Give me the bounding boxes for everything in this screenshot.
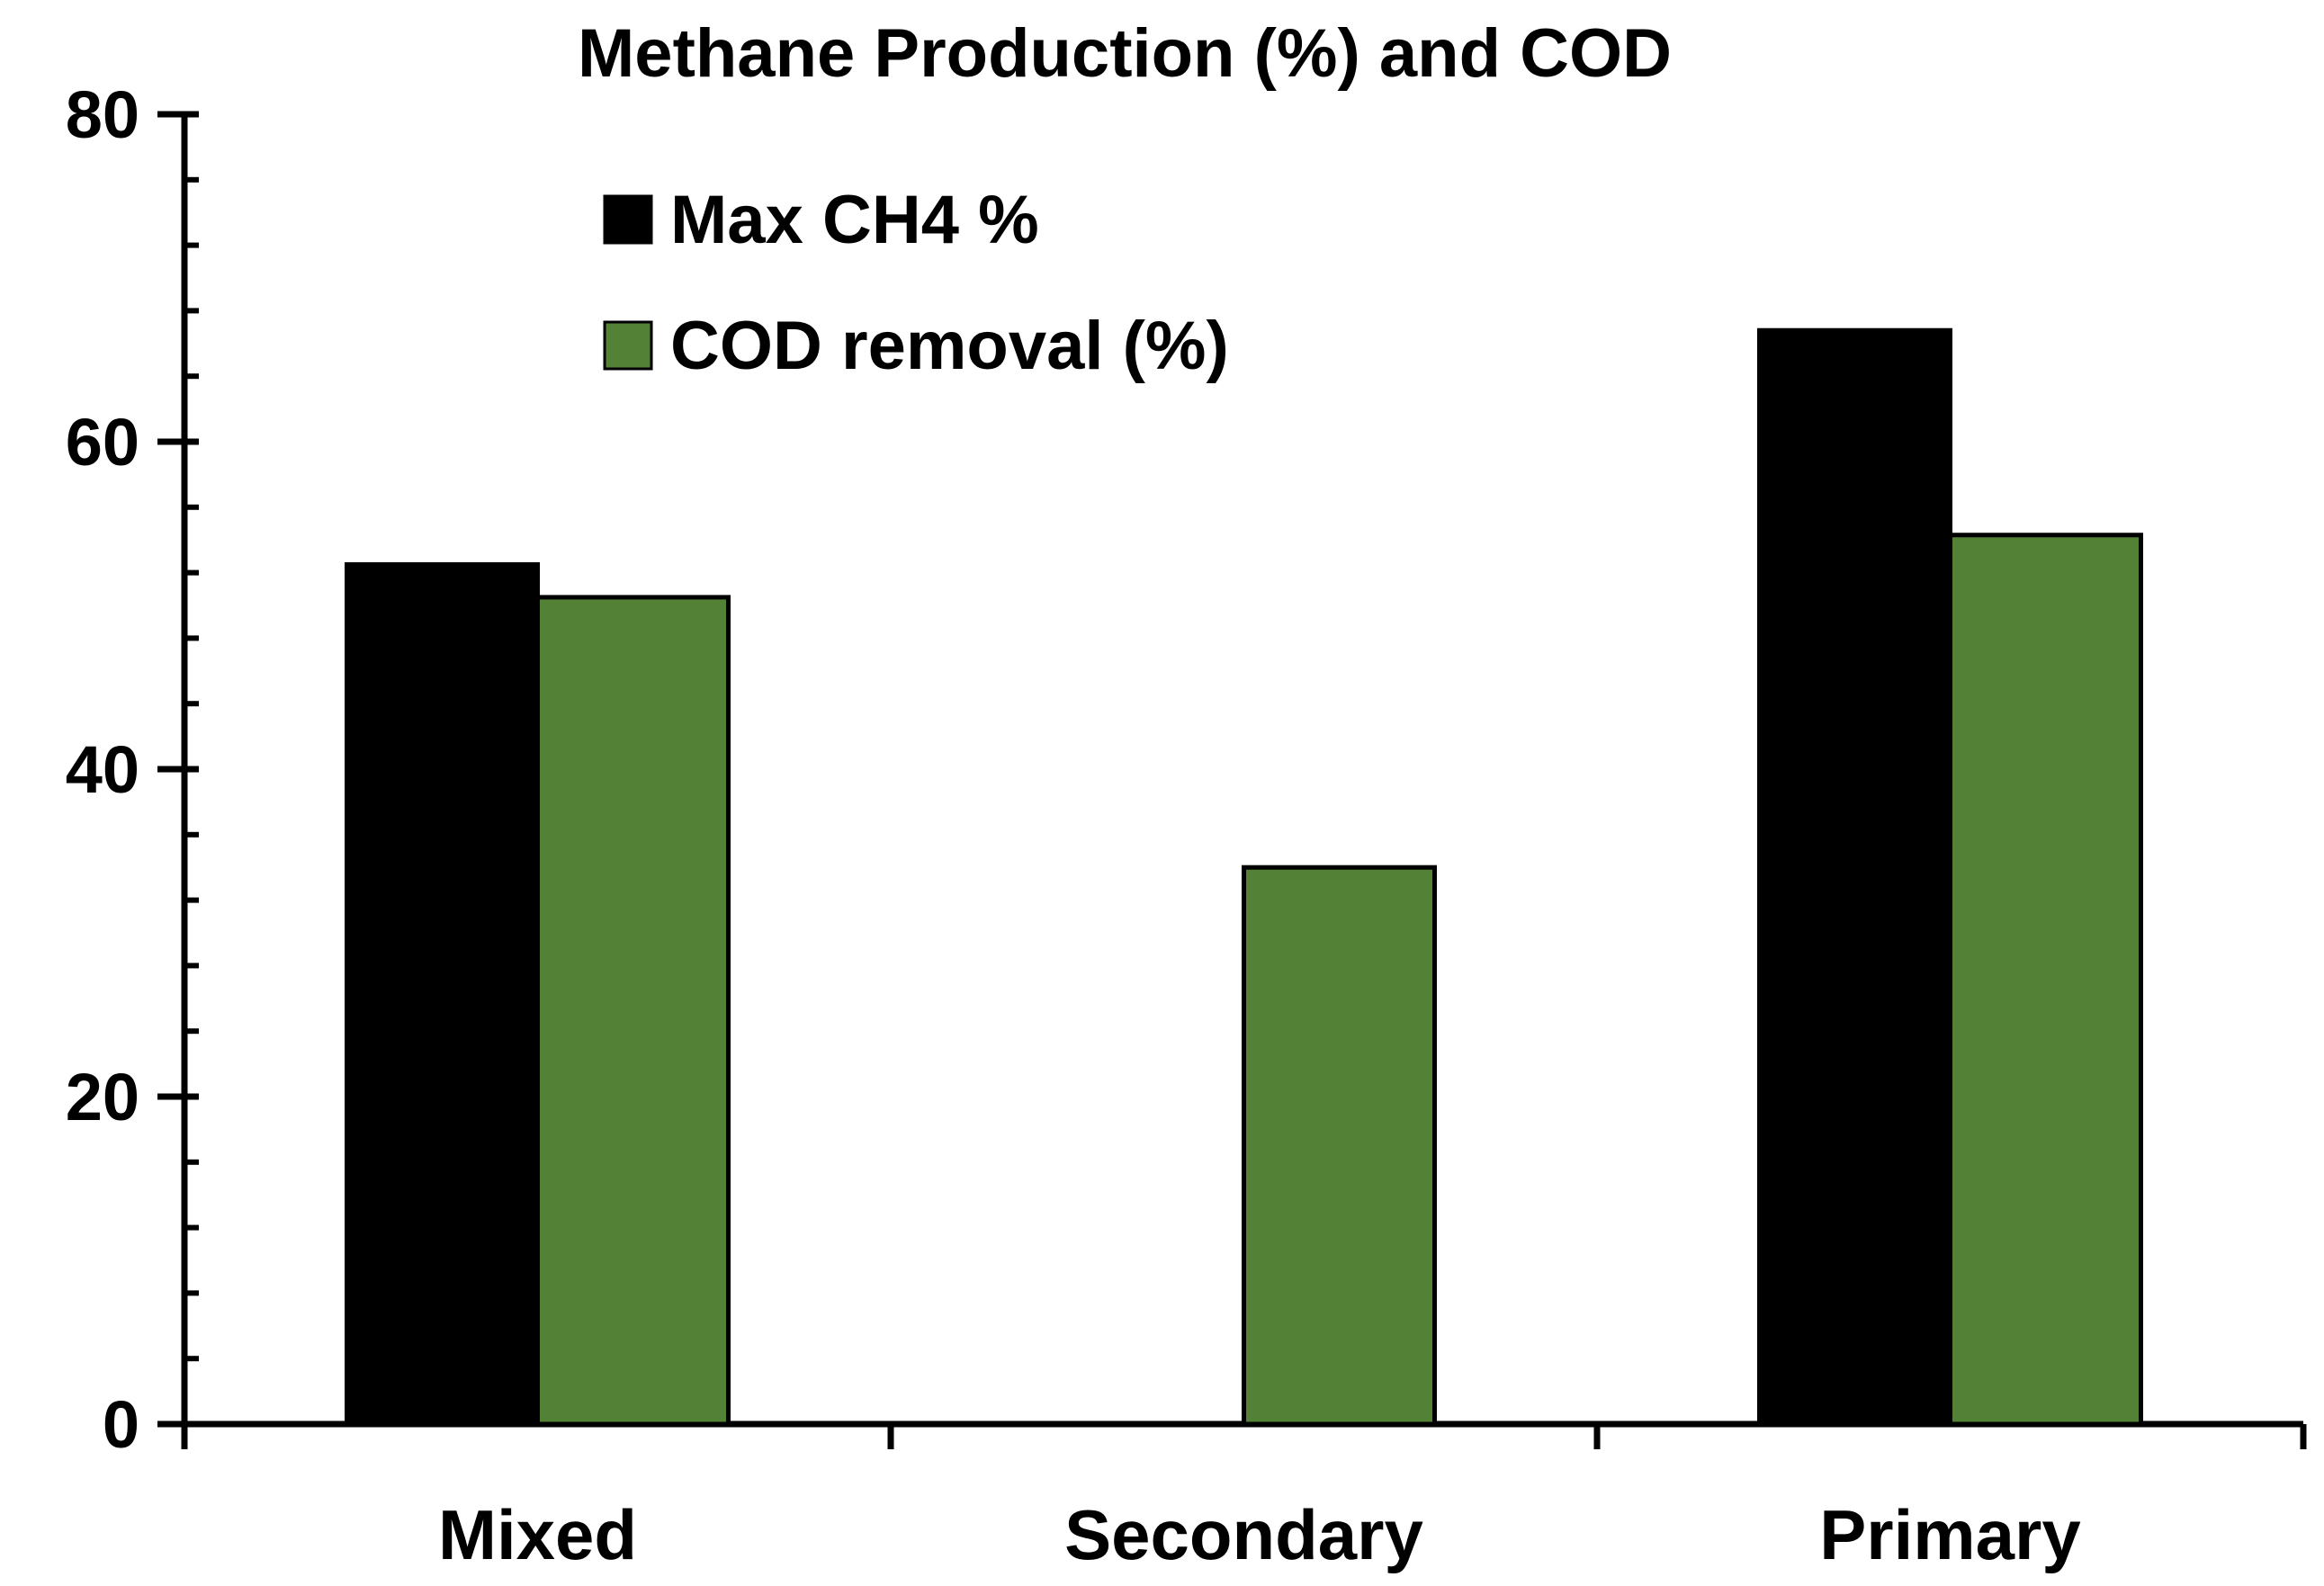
- bar-primary-max-ch4: [1757, 327, 1952, 1427]
- bars: [345, 327, 2143, 1427]
- bar-secondary-cod-removal: [1242, 865, 1437, 1427]
- y-axis: 0 20 40 60 80: [66, 77, 199, 1462]
- x-category-label-primary: Primary: [1819, 1495, 2081, 1574]
- legend: Max CH4 % COD removal (%): [603, 182, 1229, 384]
- legend-swatch-max-ch4: [603, 194, 653, 245]
- x-category-label-mixed: Mixed: [438, 1495, 637, 1574]
- x-category-label-secondary: Secondary: [1064, 1495, 1423, 1574]
- legend-label-max-ch4: Max CH4 %: [670, 182, 1039, 258]
- bar-mixed-max-ch4: [345, 562, 540, 1427]
- y-tick-label: 20: [66, 1060, 139, 1134]
- x-axis: Mixed Secondary Primary: [181, 1420, 2307, 1574]
- legend-label-cod-removal: COD removal (%): [670, 308, 1229, 384]
- y-tick-label: 40: [66, 732, 139, 807]
- bar-mixed-cod-removal: [535, 595, 731, 1427]
- bar-primary-cod-removal: [1948, 533, 2143, 1427]
- y-tick-label: 80: [66, 77, 139, 152]
- y-tick-label: 0: [103, 1387, 139, 1462]
- chart-title: Methane Production (%) and COD: [578, 15, 1672, 92]
- y-tick-label: 60: [66, 405, 139, 479]
- legend-swatch-cod-removal: [603, 320, 653, 371]
